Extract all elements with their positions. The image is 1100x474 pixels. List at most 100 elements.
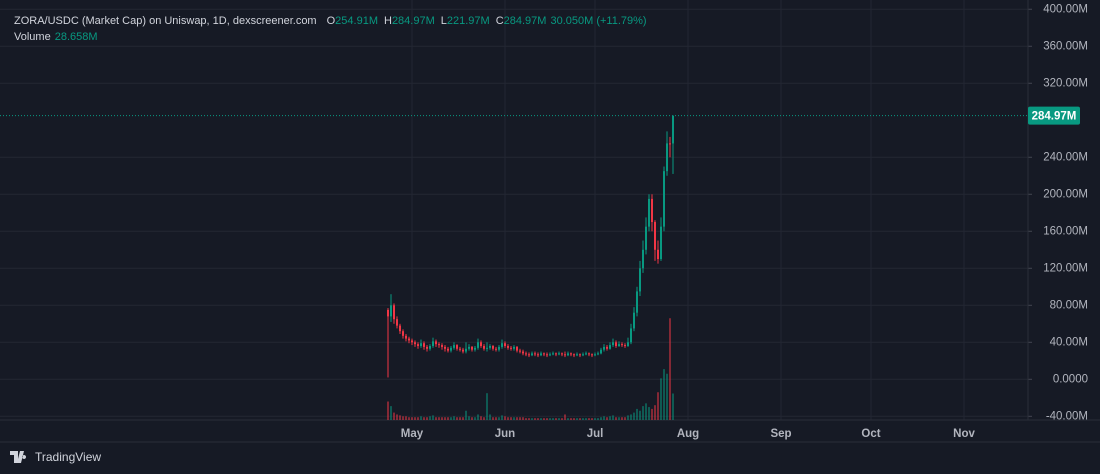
volume-bar xyxy=(573,418,576,420)
y-tick-label: 400.00M xyxy=(1043,3,1088,15)
volume-bar xyxy=(386,401,389,420)
candle-body xyxy=(585,353,588,355)
candle-body xyxy=(513,346,515,349)
candle-body xyxy=(630,328,633,343)
volume-bar xyxy=(398,415,401,420)
candle-body xyxy=(525,353,528,355)
volume-bar xyxy=(488,414,491,420)
volume-bar xyxy=(497,417,500,420)
y-tick-label: 160.00M xyxy=(1043,225,1088,237)
candle-body xyxy=(461,349,464,352)
volume-bar xyxy=(522,417,525,420)
volume-bar xyxy=(588,418,591,420)
volume-bar xyxy=(476,414,479,420)
volume-bar xyxy=(392,412,395,420)
legend-change: 30.050M (+11.79%) xyxy=(550,15,647,27)
volume-bar xyxy=(425,417,428,420)
candle-body xyxy=(606,346,609,349)
candle-body xyxy=(594,354,597,356)
y-tick-label: 80.00M xyxy=(1050,299,1088,311)
volume-bar xyxy=(395,414,398,420)
volume-bar xyxy=(627,415,630,420)
candle-body xyxy=(503,343,506,346)
candle-body xyxy=(588,353,591,355)
volume-bar xyxy=(576,418,579,420)
x-tick-label: Aug xyxy=(677,428,699,440)
volume-bar xyxy=(630,414,633,420)
candle-body xyxy=(543,353,546,355)
candle-body xyxy=(443,346,446,349)
volume-bar xyxy=(389,406,392,420)
volume-bar xyxy=(452,416,455,420)
volume-bar xyxy=(531,418,534,420)
volume-bar xyxy=(660,378,663,420)
volume-bar xyxy=(401,416,404,420)
volume-bar xyxy=(506,417,509,420)
volume-value: 28.658M xyxy=(54,31,98,43)
candle-body xyxy=(534,353,537,355)
candle-body xyxy=(428,345,431,349)
legend-value: 284.97M xyxy=(391,15,435,27)
volume-bar xyxy=(428,416,431,420)
legend-key: O xyxy=(326,15,336,27)
volume-bar xyxy=(509,417,512,420)
candle-body xyxy=(573,354,576,356)
volume-bar xyxy=(567,418,570,420)
candle-body xyxy=(470,346,473,350)
last-price-label: 284.97M xyxy=(1032,111,1077,123)
volume-bar xyxy=(410,417,413,420)
candle-body xyxy=(476,342,479,348)
volume-bar xyxy=(633,412,636,420)
volume-bar xyxy=(663,369,666,420)
volume-bar xyxy=(561,418,564,420)
candle-body xyxy=(479,342,482,346)
volume-bar xyxy=(470,417,473,420)
legend-value: 284.97M xyxy=(503,15,547,27)
legend-key: L xyxy=(440,15,447,27)
candle-body xyxy=(603,346,606,350)
volume-bar xyxy=(600,417,603,420)
candle-body xyxy=(500,343,503,347)
candle-body xyxy=(404,335,407,339)
volume-bar xyxy=(612,415,615,420)
candle-body xyxy=(567,353,570,356)
x-tick-label: Jun xyxy=(495,428,515,440)
candle-body xyxy=(522,351,525,354)
candle-body xyxy=(482,345,485,349)
candle-body xyxy=(531,353,534,356)
footer: TradingView xyxy=(10,450,101,464)
volume-bar xyxy=(503,416,506,420)
candle-body xyxy=(437,344,440,346)
candle-body xyxy=(564,354,567,356)
candle-body xyxy=(449,347,452,351)
candle-body xyxy=(540,353,543,356)
candle-body xyxy=(464,348,467,352)
brand-logo xyxy=(10,451,27,463)
volume-bar xyxy=(537,418,540,420)
volume-bar xyxy=(413,417,416,420)
candle-body xyxy=(558,353,561,355)
x-tick-label: May xyxy=(401,428,424,440)
candle-body xyxy=(600,349,603,354)
volume-bar xyxy=(446,417,449,420)
candle-body xyxy=(576,354,579,356)
volume-bar xyxy=(597,418,600,420)
candle-body xyxy=(509,347,512,349)
y-tick-label: -40.00M xyxy=(1046,410,1088,422)
volume-bar xyxy=(455,417,458,420)
y-tick-label: 40.00M xyxy=(1050,336,1088,348)
volume-bar xyxy=(594,418,597,420)
volume-bar xyxy=(672,393,675,420)
volume-bar xyxy=(648,407,651,420)
chart-title: ZORA/USDC (Market Cap) on Uniswap, 1D, d… xyxy=(14,15,317,27)
volume-bar xyxy=(534,418,537,420)
volume-bar xyxy=(461,417,464,420)
candle-body xyxy=(624,345,627,347)
candle-body xyxy=(452,345,455,348)
candle-body xyxy=(446,348,449,351)
candle-body xyxy=(549,354,552,356)
volume-bar xyxy=(636,408,639,420)
volume-bar xyxy=(555,418,558,420)
candle-body xyxy=(555,353,558,355)
